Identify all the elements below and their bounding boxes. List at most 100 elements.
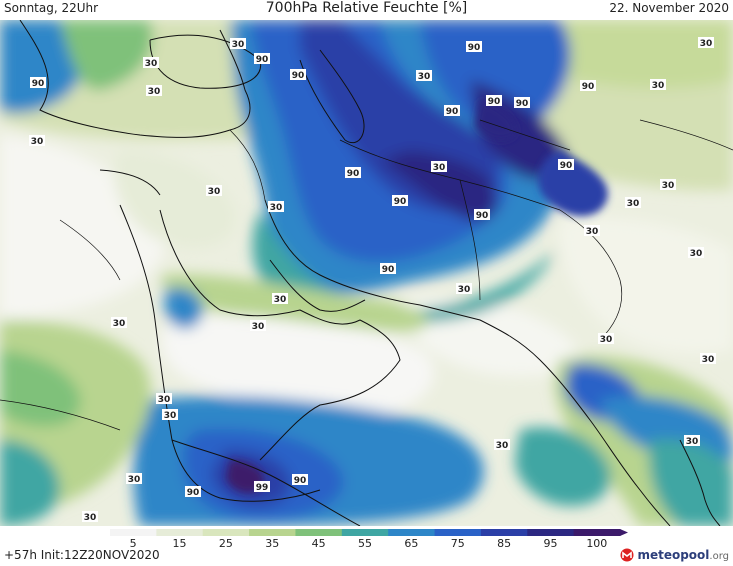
- legend-tick-label: 55: [358, 537, 372, 548]
- svg-text:99: 99: [256, 483, 269, 493]
- contour-label: 90: [514, 97, 530, 109]
- contour-label: 90: [558, 159, 574, 171]
- legend-swatch: [434, 529, 482, 536]
- contour-label: 90: [345, 167, 361, 179]
- contour-label: 30: [650, 79, 666, 91]
- contour-label: 30: [250, 320, 266, 332]
- svg-text:30: 30: [31, 137, 44, 147]
- contour-label: 30: [598, 333, 614, 345]
- contour-label: 30: [230, 38, 246, 50]
- svg-text:30: 30: [84, 513, 97, 523]
- humidity-map: 90 90 90 90 90 90 90 90 90 90 90 90 90 9…: [0, 20, 733, 526]
- svg-text:30: 30: [662, 181, 675, 191]
- contour-label: 90: [466, 41, 482, 53]
- valid-date-label: 22. November 2020: [609, 1, 729, 15]
- meteopool-logo-icon: [620, 548, 634, 562]
- svg-text:30: 30: [148, 87, 161, 97]
- contour-label: 90: [292, 474, 308, 486]
- contour-label: 30: [272, 293, 288, 305]
- contour-label: 90: [474, 209, 490, 221]
- contour-label: 90: [392, 195, 408, 207]
- legend-tick-label: 100: [586, 537, 607, 548]
- svg-text:90: 90: [476, 211, 489, 221]
- legend-swatch: [295, 529, 343, 536]
- contour-label-group: 90 90 90 90 90 90 90 90 90 90 90 90 90 9…: [29, 37, 716, 523]
- svg-text:30: 30: [113, 319, 126, 329]
- contour-label: 90: [254, 53, 270, 65]
- contour-label: 90: [444, 105, 460, 117]
- legend-swatch: [573, 529, 621, 536]
- svg-text:90: 90: [488, 97, 501, 107]
- legend-swatch: [341, 529, 389, 536]
- legend-tick-label: 95: [543, 537, 557, 548]
- svg-text:30: 30: [686, 437, 699, 447]
- map-title: 700hPa Relative Feuchte [%]: [265, 0, 468, 16]
- coastlines: [0, 20, 733, 526]
- contour-label: 30: [431, 161, 447, 173]
- contour-label: 30: [162, 409, 178, 421]
- svg-text:30: 30: [128, 475, 141, 485]
- svg-text:30: 30: [702, 355, 715, 365]
- logo-name: meteopool: [637, 548, 710, 562]
- contour-label: 30: [456, 283, 472, 295]
- svg-text:30: 30: [270, 203, 283, 213]
- svg-text:90: 90: [516, 99, 529, 109]
- legend-swatch: [202, 529, 250, 536]
- forecast-run-info: +57h Init:12Z20NOV2020: [4, 548, 160, 562]
- svg-text:90: 90: [582, 82, 595, 92]
- contour-label: 30: [126, 473, 142, 485]
- contour-label: 30: [688, 247, 704, 259]
- legend-tick-label: 85: [497, 537, 511, 548]
- legend-tick-label: 65: [404, 537, 418, 548]
- svg-text:30: 30: [418, 72, 431, 82]
- logo-tld: .org: [709, 551, 729, 562]
- svg-text:30: 30: [652, 81, 665, 91]
- svg-text:90: 90: [560, 161, 573, 171]
- contour-label: 30: [268, 201, 284, 213]
- svg-text:30: 30: [458, 285, 471, 295]
- svg-text:90: 90: [468, 43, 481, 53]
- svg-text:30: 30: [232, 40, 245, 50]
- contour-label: 90: [185, 486, 201, 498]
- svg-text:30: 30: [145, 59, 158, 69]
- legend-tick-label: 45: [312, 537, 326, 548]
- color-legend: 5 15 25 35 45 55 65 75 85 95 100: [110, 529, 628, 548]
- svg-text:30: 30: [627, 199, 640, 209]
- svg-text:30: 30: [274, 295, 287, 305]
- legend-swatch: [388, 529, 436, 536]
- svg-text:30: 30: [586, 227, 599, 237]
- meteopool-logo[interactable]: meteopool.org: [620, 546, 729, 564]
- legend-arrow: [620, 529, 628, 536]
- svg-text:30: 30: [164, 411, 177, 421]
- legend-swatch: [249, 529, 296, 536]
- contour-label: 90: [30, 77, 46, 89]
- contour-label: 90: [380, 263, 396, 275]
- legend-swatch: [110, 529, 157, 536]
- svg-text:30: 30: [433, 163, 446, 173]
- legend-swatch: [527, 529, 575, 536]
- contour-label: 99: [254, 481, 270, 493]
- contour-label: 90: [486, 95, 502, 107]
- svg-text:30: 30: [208, 187, 221, 197]
- footer: 5 15 25 35 45 55 65 75 85 95 100 +57h Init:12Z20NO…: [0, 526, 733, 566]
- svg-text:90: 90: [256, 55, 269, 65]
- svg-text:90: 90: [294, 476, 307, 486]
- contour-label: 30: [625, 197, 641, 209]
- contour-label: 30: [29, 135, 45, 147]
- svg-text:30: 30: [252, 322, 265, 332]
- legend-tick-label: 75: [451, 537, 465, 548]
- contour-label: 30: [146, 85, 162, 97]
- valid-day-label: Sonntag, 22Uhr: [4, 1, 99, 15]
- svg-text:30: 30: [690, 249, 703, 259]
- legend-tick-label: 35: [265, 537, 279, 548]
- header: Sonntag, 22Uhr 700hPa Relative Feuchte […: [0, 0, 733, 20]
- svg-text:30: 30: [600, 335, 613, 345]
- contour-label: 30: [660, 179, 676, 191]
- map-canvas: 90 90 90 90 90 90 90 90 90 90 90 90 90 9…: [0, 20, 733, 526]
- contour-label: 30: [111, 317, 127, 329]
- svg-text:90: 90: [394, 197, 407, 207]
- legend-swatch: [480, 529, 528, 536]
- svg-text:30: 30: [158, 395, 171, 405]
- svg-text:90: 90: [292, 71, 305, 81]
